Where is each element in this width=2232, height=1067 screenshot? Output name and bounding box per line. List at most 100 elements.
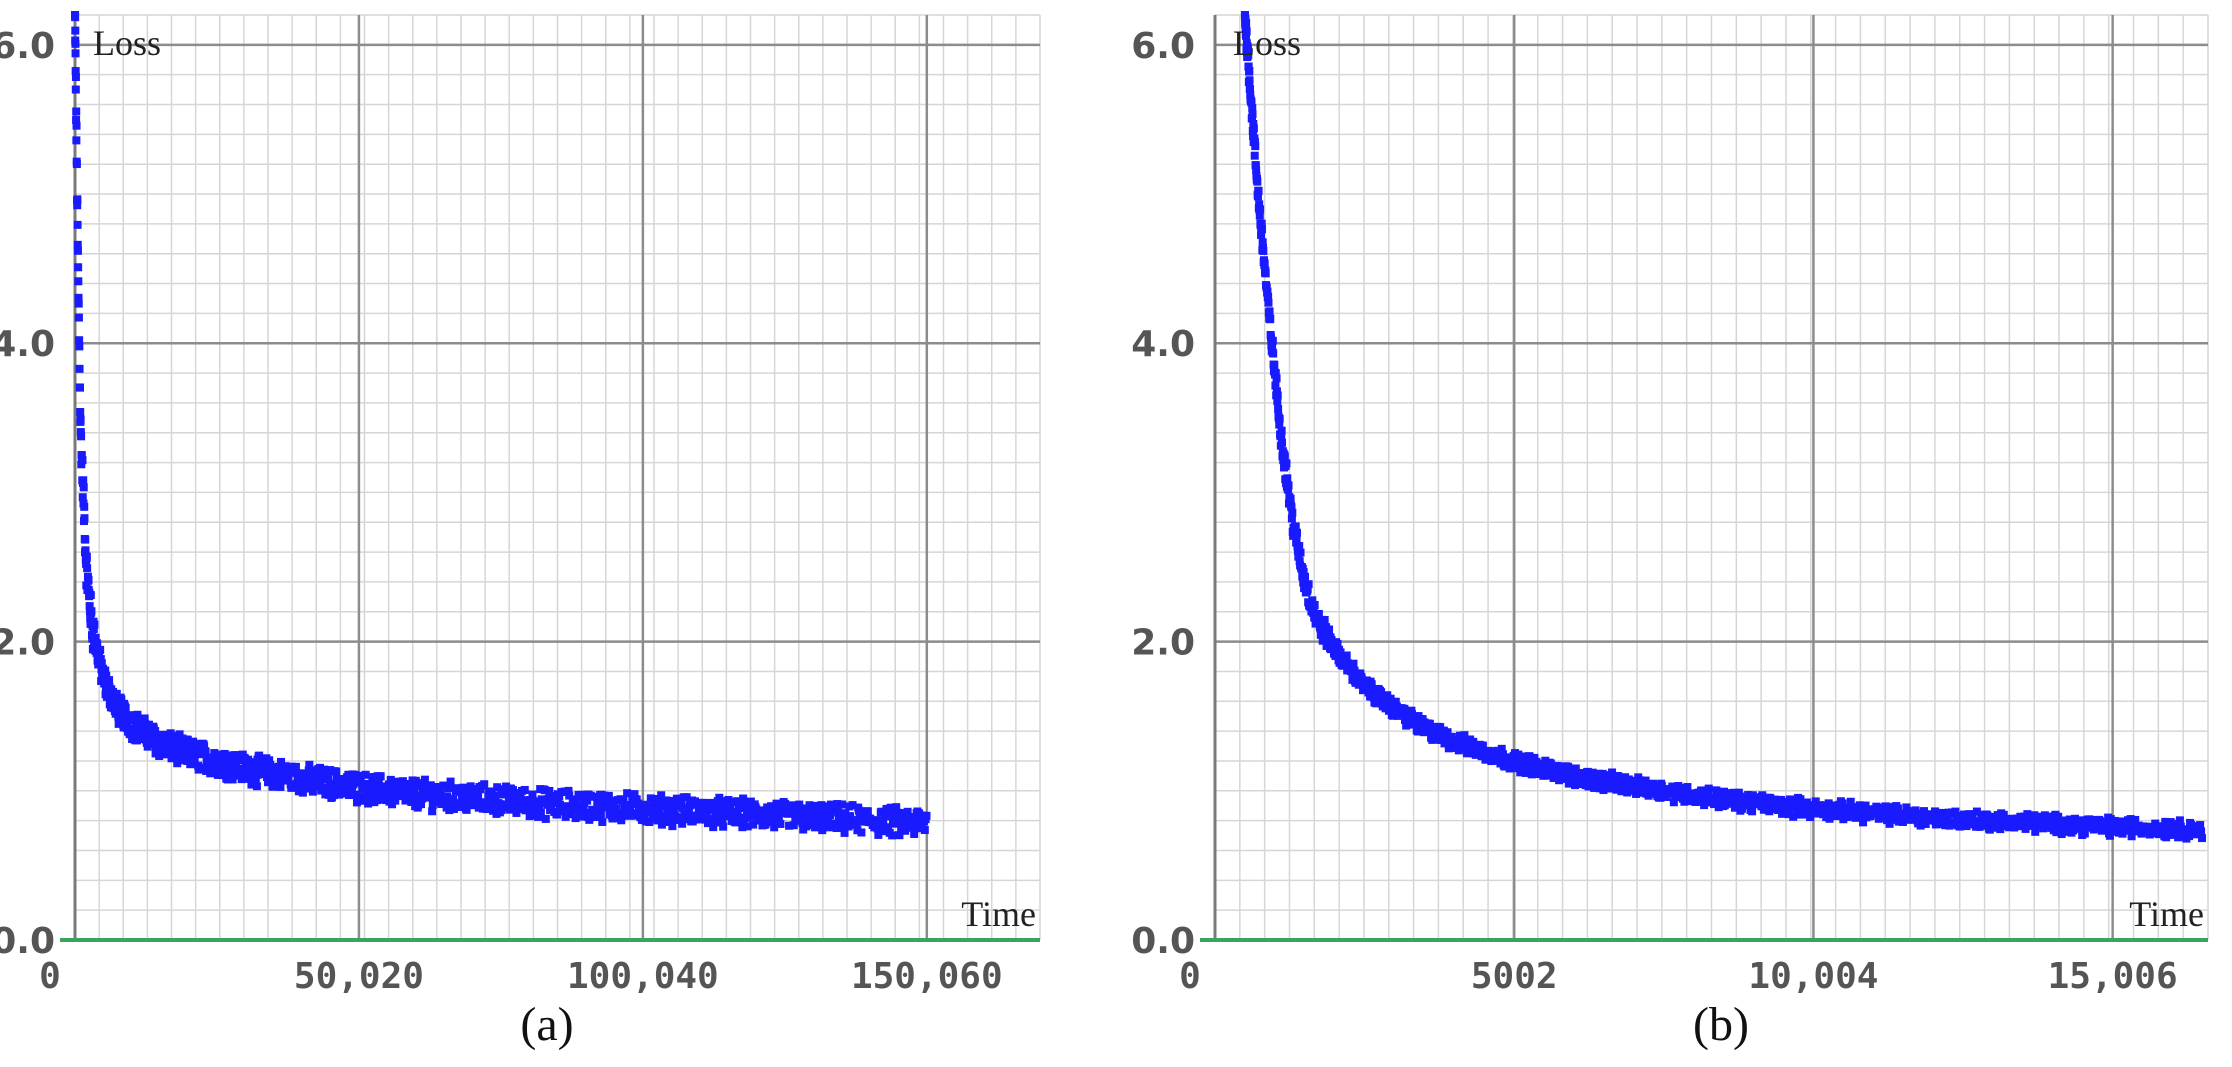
data-point xyxy=(873,824,882,833)
data-point xyxy=(1251,142,1260,151)
data-point xyxy=(133,736,142,745)
x-tick-label: 150,060 xyxy=(851,956,1003,997)
data-point xyxy=(2198,834,2207,843)
data-point xyxy=(1250,151,1259,160)
data-point xyxy=(1802,798,1811,807)
data-point xyxy=(1583,767,1592,776)
data-point xyxy=(413,792,422,801)
data-point xyxy=(612,804,621,813)
data-point xyxy=(1885,819,1894,828)
data-point xyxy=(1241,31,1250,40)
data-point xyxy=(1255,211,1264,220)
data-point xyxy=(72,160,81,169)
data-point xyxy=(1259,246,1268,255)
data-point xyxy=(250,761,259,770)
data-point xyxy=(1280,452,1289,461)
data-point xyxy=(102,671,111,680)
x-tick-label: 0 xyxy=(1179,956,1201,997)
y-tick-label: 6.0 xyxy=(1131,26,1195,67)
loss-series xyxy=(71,11,931,840)
data-point xyxy=(830,819,839,828)
data-point xyxy=(140,714,149,723)
data-point xyxy=(78,493,87,502)
data-point xyxy=(198,763,207,772)
data-point xyxy=(1666,789,1675,798)
data-point xyxy=(286,768,295,777)
data-point xyxy=(1531,770,1540,779)
data-point xyxy=(512,808,521,817)
data-point xyxy=(1260,259,1269,268)
data-point xyxy=(1669,798,1678,807)
data-point xyxy=(654,804,663,813)
data-point xyxy=(456,803,465,812)
data-point xyxy=(747,807,756,816)
data-point xyxy=(2119,817,2128,826)
data-point xyxy=(1996,825,2005,834)
data-point xyxy=(1878,813,1887,822)
data-point xyxy=(826,811,835,820)
data-point xyxy=(1806,813,1815,822)
data-point xyxy=(483,802,492,811)
y-tick-label: 0.0 xyxy=(1131,921,1195,962)
data-point xyxy=(1992,817,2001,826)
data-point xyxy=(833,800,842,809)
data-point xyxy=(332,767,341,776)
data-point xyxy=(1244,62,1253,71)
data-point xyxy=(662,796,671,805)
data-point xyxy=(1248,104,1257,113)
data-point xyxy=(733,811,742,820)
data-point xyxy=(76,408,85,417)
data-point xyxy=(815,809,824,818)
data-point xyxy=(73,201,82,210)
data-point xyxy=(128,711,137,720)
data-point xyxy=(634,799,643,808)
y-tick-label: 2.0 xyxy=(0,623,55,664)
data-point xyxy=(709,823,718,832)
data-point xyxy=(577,807,586,816)
data-point xyxy=(215,764,224,773)
data-point xyxy=(630,790,639,799)
data-point xyxy=(1460,731,1469,740)
data-point xyxy=(1516,768,1525,777)
data-point xyxy=(892,803,901,812)
data-point xyxy=(1527,770,1536,779)
data-point xyxy=(201,747,210,756)
data-point xyxy=(861,813,870,822)
data-point xyxy=(619,796,628,805)
data-point xyxy=(1497,744,1506,753)
data-point xyxy=(71,67,80,76)
data-point xyxy=(774,812,783,821)
data-point xyxy=(817,801,826,810)
data-point xyxy=(859,817,868,826)
data-point xyxy=(165,744,174,753)
data-point xyxy=(398,777,407,786)
data-point xyxy=(84,575,93,584)
x-axis-label: Time xyxy=(961,894,1036,934)
data-point xyxy=(1273,391,1282,400)
y-tick-label: 0.0 xyxy=(0,921,55,962)
data-point xyxy=(432,796,441,805)
data-point xyxy=(75,336,84,345)
data-point xyxy=(166,729,175,738)
data-point xyxy=(1282,459,1291,468)
data-point xyxy=(1256,205,1265,214)
data-point xyxy=(97,659,106,668)
data-point xyxy=(604,791,613,800)
y-tick-label: 4.0 xyxy=(1131,324,1195,365)
data-point xyxy=(1758,791,1767,800)
major-grid xyxy=(1215,15,2208,940)
data-point xyxy=(675,813,684,822)
data-point xyxy=(1838,799,1847,808)
data-point xyxy=(508,786,517,795)
data-point xyxy=(719,822,728,831)
data-point xyxy=(85,602,94,611)
data-point xyxy=(1882,802,1891,811)
data-point xyxy=(832,824,841,833)
data-point xyxy=(1587,773,1596,782)
data-point xyxy=(2063,827,2072,836)
data-point xyxy=(785,821,794,830)
data-point xyxy=(317,783,326,792)
data-point xyxy=(838,800,847,809)
data-point xyxy=(525,812,534,821)
x-tick-label: 50,020 xyxy=(294,956,424,997)
